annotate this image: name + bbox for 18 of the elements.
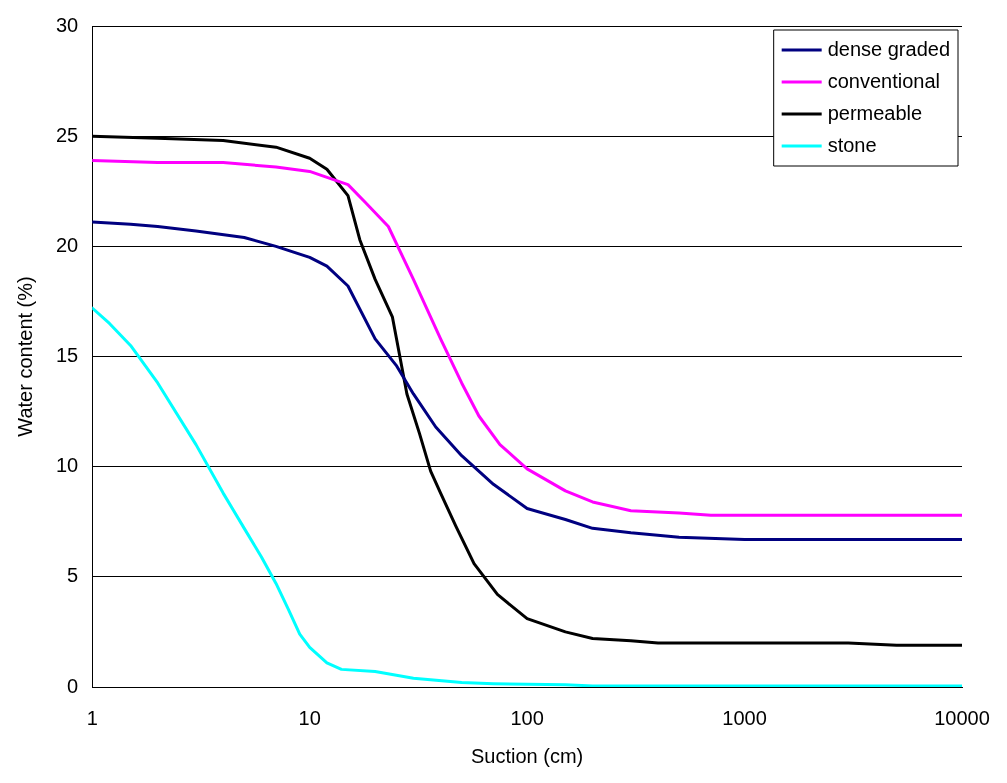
legend-label: permeable (827, 101, 923, 124)
y-tick-label: 15 (56, 344, 79, 367)
y-tick-label: 10 (56, 454, 79, 477)
y-tick-label: 0 (67, 674, 79, 697)
x-tick-label: 10000 (934, 706, 990, 729)
y-axis-title: Water content (%) (13, 276, 36, 437)
x-axis-title: Suction (cm) (471, 744, 584, 767)
x-tick-label: 100 (510, 706, 544, 729)
y-tick-label: 20 (56, 233, 79, 256)
x-tick-label: 1 (86, 706, 98, 729)
legend-label: conventional (827, 69, 940, 92)
x-tick-label: 1000 (722, 706, 767, 729)
y-tick-label: 25 (56, 123, 79, 146)
legend-label: stone (827, 133, 877, 156)
y-tick-label: 5 (67, 564, 79, 587)
y-tick-label: 30 (56, 13, 79, 36)
legend-label: dense graded (827, 37, 950, 60)
x-tick-label: 10 (298, 706, 321, 729)
